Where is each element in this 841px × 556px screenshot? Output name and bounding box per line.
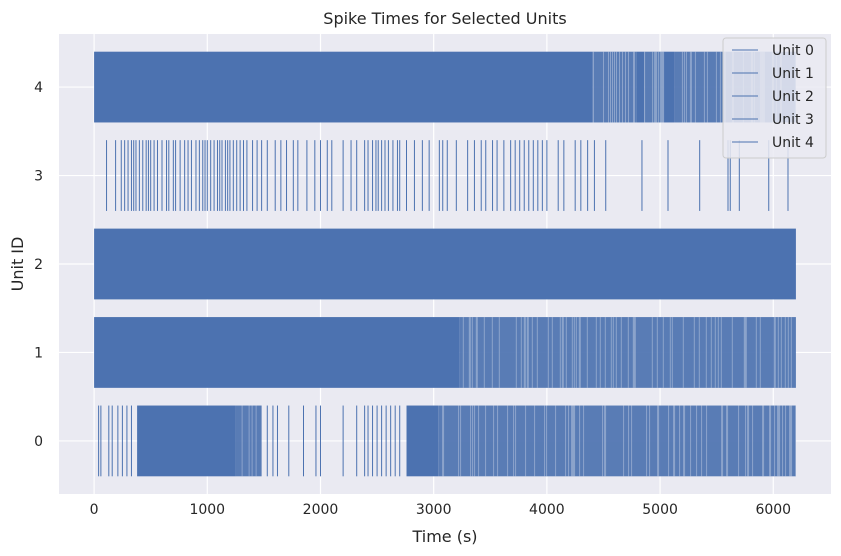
spike-band: [235, 405, 262, 477]
legend-label-unit-1: Unit 1: [772, 66, 814, 82]
spike-band: [94, 317, 460, 388]
spike-band: [438, 405, 796, 477]
y-tick-label: 2: [34, 257, 43, 273]
spike-train-unit-3: [106, 140, 789, 211]
spike-band: [94, 228, 796, 300]
x-tick-label: 4000: [529, 502, 565, 518]
x-tick-label: 6000: [755, 502, 791, 518]
y-tick-label: 0: [34, 434, 43, 450]
x-tick-label: 2000: [303, 502, 339, 518]
y-tick-label: 4: [34, 80, 43, 96]
spike-train-unit-2: [94, 228, 796, 300]
spike-band: [636, 51, 645, 123]
spike-band: [94, 51, 593, 123]
x-axis-title: Time (s): [411, 527, 477, 546]
x-tick-label: 5000: [642, 502, 678, 518]
spike-band: [137, 405, 236, 477]
spike-train-unit-4: [94, 51, 796, 123]
x-tick-label: 0: [90, 502, 99, 518]
spike-band: [459, 317, 796, 388]
spike-train-unit-0: [98, 405, 797, 477]
legend: Unit 0 Unit 1 Unit 2 Unit 3 Unit 4: [722, 37, 827, 159]
y-tick-label: 3: [34, 169, 43, 185]
y-axis-title: Unit ID: [8, 237, 27, 292]
spike-band: [663, 51, 675, 123]
spike-trains: [94, 51, 797, 477]
legend-label-unit-0: Unit 0: [772, 43, 814, 59]
legend-box: [722, 37, 827, 159]
spike-band: [406, 405, 439, 477]
spike-train-unit-1: [94, 317, 796, 388]
chart-title: Spike Times for Selected Units: [323, 9, 566, 28]
legend-label-unit-3: Unit 3: [772, 112, 814, 128]
x-tick-label: 3000: [416, 502, 452, 518]
x-tick-label: 1000: [189, 502, 225, 518]
y-tick-label: 1: [34, 345, 43, 361]
legend-label-unit-2: Unit 2: [772, 89, 814, 105]
spike-band: [592, 51, 637, 123]
legend-label-unit-4: Unit 4: [772, 135, 814, 151]
tick-labels: 0 1000 2000 3000 4000 5000 6000 0 1 2 3 4: [34, 80, 791, 518]
